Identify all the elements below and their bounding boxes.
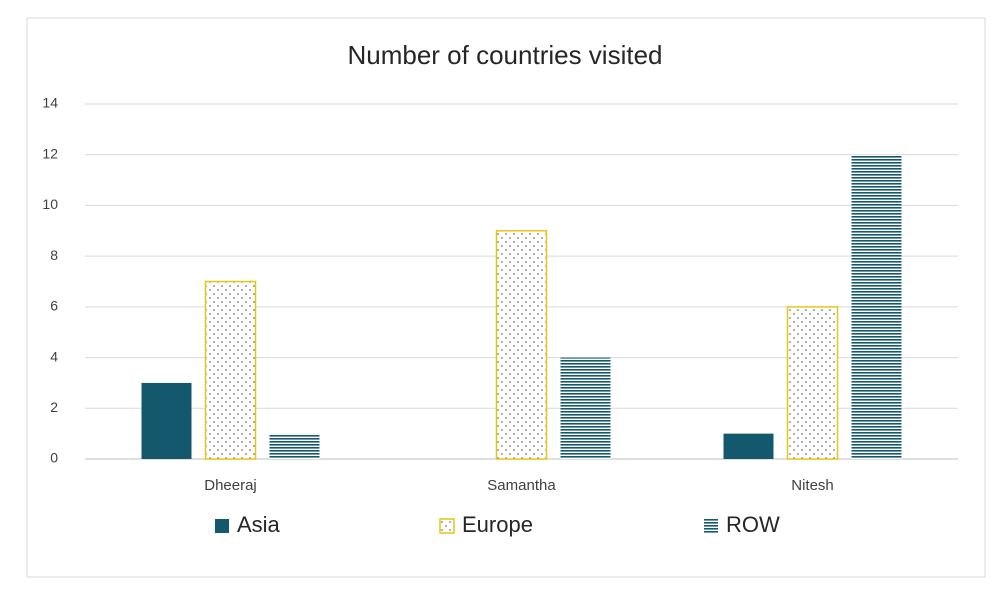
- chart-title: Number of countries visited: [347, 40, 662, 70]
- bar: [560, 357, 611, 459]
- y-tick-label: 4: [50, 348, 58, 364]
- bar: [269, 433, 320, 459]
- x-tick-label: Dheeraj: [204, 477, 257, 494]
- bar: [851, 154, 902, 459]
- x-tick-label: Nitesh: [791, 477, 834, 494]
- bar: [495, 230, 548, 460]
- y-tick-label: 12: [42, 145, 58, 161]
- bar: [786, 306, 839, 460]
- legend-label: Europe: [462, 512, 533, 537]
- y-tick-label: 0: [50, 450, 58, 466]
- legend-label: Asia: [237, 512, 281, 537]
- legend-marker: [704, 519, 718, 533]
- x-tick-label: Samantha: [487, 477, 556, 494]
- legend-label: ROW: [726, 512, 780, 537]
- legend-marker: [439, 518, 455, 534]
- bar: [723, 433, 774, 459]
- bar: [141, 382, 192, 459]
- y-tick-label: 2: [50, 399, 58, 415]
- bar: [204, 280, 257, 460]
- y-tick-label: 10: [42, 196, 58, 212]
- legend-marker: [215, 519, 229, 533]
- y-tick-label: 6: [50, 298, 58, 314]
- y-tick-label: 14: [42, 95, 58, 111]
- y-tick-label: 8: [50, 247, 58, 263]
